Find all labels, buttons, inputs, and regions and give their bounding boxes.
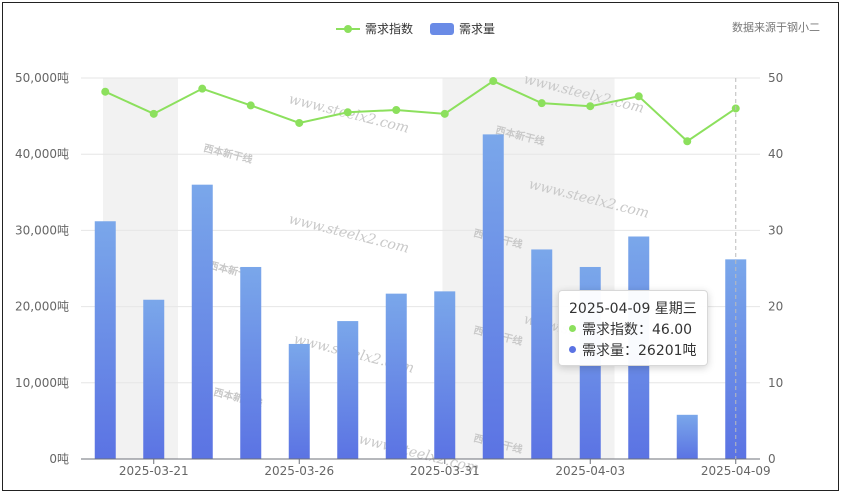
left-axis-tick-label: 20,000吨 (15, 300, 69, 314)
left-axis-tick-label: 40,000吨 (15, 147, 69, 161)
index-point (489, 77, 498, 86)
x-axis-tick-label: 2025-03-26 (264, 464, 334, 478)
source-note: 数据来源于钢小二 (732, 20, 820, 34)
bar-volume (676, 414, 698, 459)
legend: 需求指数 需求量 (336, 21, 495, 36)
right-axis-tick-label: 30 (768, 223, 783, 237)
tooltip: 2025-04-09 星期三 需求指数：46.00 需求量：26201吨 (558, 290, 708, 366)
index-point (440, 109, 449, 118)
index-point (246, 101, 255, 110)
right-axis-tick-label: 10 (768, 376, 783, 390)
x-axis-tick-label: 2025-03-31 (410, 464, 480, 478)
tooltip-volume-text: 需求量：26201吨 (582, 343, 697, 359)
index-line-path (104, 79, 737, 143)
tooltip-volume-row: 需求量：26201吨 (569, 341, 697, 362)
right-axis-tick-label: 50 (768, 71, 783, 85)
bar-volume (434, 291, 456, 459)
index-point (634, 92, 643, 101)
left-axis-tick-label: 10,000吨 (15, 376, 69, 390)
left-axis-tick-label: 0吨 (49, 452, 69, 466)
bar-volume (240, 266, 262, 459)
index-point (537, 99, 546, 108)
bar-volume (482, 134, 504, 459)
legend-item-index[interactable]: 需求指数 (336, 21, 413, 36)
x-axis-tick-label: 2025-03-21 (119, 464, 189, 478)
left-axis-tick-label: 30,000吨 (15, 223, 69, 237)
demand-chart[interactable]: www.steelx2.com www.steelx2.comwww.steelx… (3, 3, 840, 492)
bar-volume (531, 249, 553, 459)
legend-label-volume: 需求量 (459, 22, 495, 36)
index-point (149, 109, 158, 118)
index-point (295, 118, 304, 127)
tooltip-index-row: 需求指数：46.00 (569, 320, 697, 341)
tooltip-index-dot (569, 325, 576, 332)
left-axis-tick-label: 50,000吨 (15, 71, 69, 85)
right-axis-tick-label: 20 (768, 300, 783, 314)
index-point (198, 84, 207, 93)
tooltip-volume-dot (569, 346, 576, 353)
bar-volume (94, 221, 116, 459)
legend-item-volume[interactable]: 需求量 (430, 22, 495, 36)
bar-volume (191, 184, 213, 459)
index-point (586, 102, 595, 111)
tooltip-date: 2025-04-09 星期三 (569, 301, 697, 317)
x-axis-tick-label: 2025-04-03 (555, 464, 625, 478)
tooltip-index-text: 需求指数：46.00 (582, 322, 693, 338)
x-axis-tick-label: 2025-04-09 (701, 464, 771, 478)
index-point (392, 106, 401, 115)
axes: 0吨 0 10,000吨 10 20,000吨 20 30,000吨 30 40,000吨 40 5… (15, 71, 783, 478)
bar-volume (337, 321, 359, 459)
bar-volume (288, 343, 310, 459)
index-point (101, 87, 110, 96)
watermark-brand: 西本新干线 (202, 141, 254, 166)
index-point (683, 137, 692, 146)
demand-index-line (101, 77, 740, 146)
right-axis-tick-label: 40 (768, 147, 783, 161)
bar-volume (385, 293, 407, 459)
bar-volume (143, 299, 165, 459)
legend-label-index: 需求指数 (365, 21, 413, 36)
watermark-url: www.steelx2.com (287, 211, 411, 256)
right-axis-tick-label: 0 (768, 452, 776, 466)
index-point (343, 108, 352, 117)
